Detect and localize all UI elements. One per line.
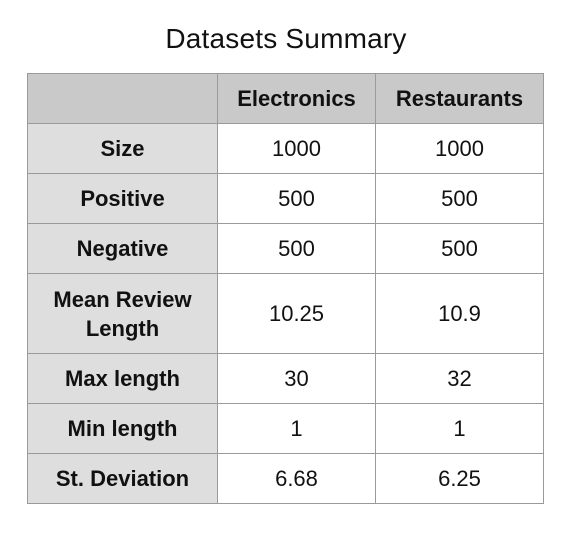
row-header-mean-review-length: Mean Review Length — [27, 273, 218, 354]
table-title: Datasets Summary — [165, 23, 407, 54]
column-header-restaurants: Restaurants — [375, 73, 544, 124]
cell-max-length-electronics: 30 — [217, 353, 376, 404]
row-header-max-length: Max length — [27, 353, 218, 404]
cell-negative-restaurants: 500 — [375, 223, 544, 274]
row-header-negative: Negative — [27, 223, 218, 274]
cell-positive-restaurants: 500 — [375, 173, 544, 224]
cell-mean-review-length-electronics: 10.25 — [217, 273, 376, 354]
row-header-size: Size — [27, 123, 218, 174]
table-header-row: Electronics Restaurants — [27, 73, 544, 124]
cell-negative-electronics: 500 — [217, 223, 376, 274]
datasets-summary-table: Electronics Restaurants Size 1000 1000 P… — [27, 73, 544, 504]
table-row: Min length 1 1 — [27, 403, 544, 454]
cell-size-electronics: 1000 — [217, 123, 376, 174]
column-header-electronics: Electronics — [217, 73, 376, 124]
cell-st-deviation-electronics: 6.68 — [217, 453, 376, 504]
cell-st-deviation-restaurants: 6.25 — [375, 453, 544, 504]
table-row: Max length 30 32 — [27, 353, 544, 404]
cell-size-restaurants: 1000 — [375, 123, 544, 174]
row-header-positive: Positive — [27, 173, 218, 224]
table-row: St. Deviation 6.68 6.25 — [27, 453, 544, 504]
cell-min-length-electronics: 1 — [217, 403, 376, 454]
table-row: Size 1000 1000 — [27, 123, 544, 174]
table-row: Negative 500 500 — [27, 223, 544, 274]
row-header-st-deviation: St. Deviation — [27, 453, 218, 504]
table-row: Mean Review Length 10.25 10.9 — [27, 273, 544, 354]
cell-min-length-restaurants: 1 — [375, 403, 544, 454]
row-header-min-length: Min length — [27, 403, 218, 454]
cell-mean-review-length-restaurants: 10.9 — [375, 273, 544, 354]
cell-positive-electronics: 500 — [217, 173, 376, 224]
header-corner-cell — [27, 73, 218, 124]
table-row: Positive 500 500 — [27, 173, 544, 224]
cell-max-length-restaurants: 32 — [375, 353, 544, 404]
